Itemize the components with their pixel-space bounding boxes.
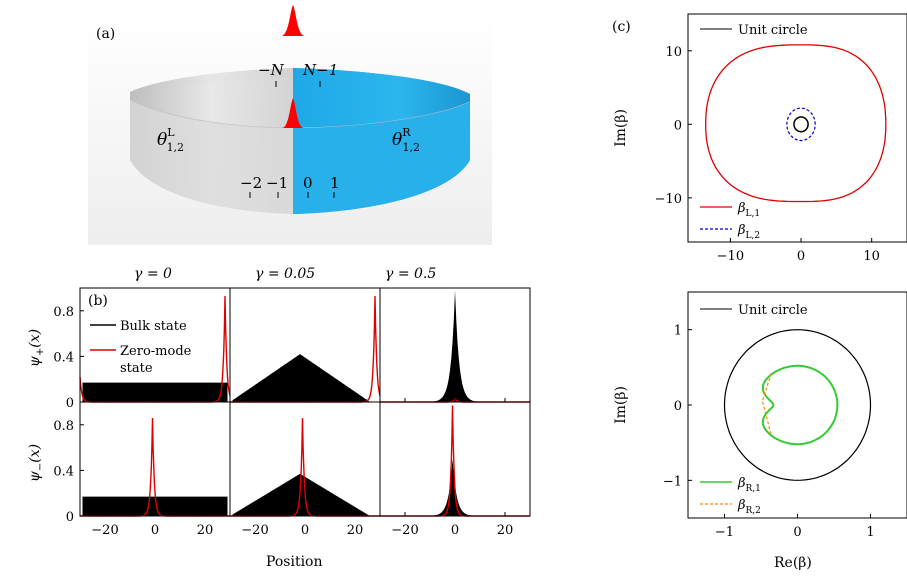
x-tick-label: −1 bbox=[715, 525, 734, 540]
psi-plus-ylabel: ψ+(x) bbox=[27, 329, 46, 367]
bottom-zero-mode-peak bbox=[282, 98, 304, 128]
x-tick-label: −10 bbox=[717, 249, 744, 264]
y-tick-label: 1 bbox=[674, 324, 682, 339]
x-tick-label: 20 bbox=[347, 523, 364, 538]
ring-front-left bbox=[130, 100, 293, 214]
beta-R2-curve bbox=[761, 373, 772, 436]
y-tick-label: 0.4 bbox=[53, 350, 74, 365]
legend-L1: βL,1 bbox=[737, 201, 760, 219]
x-tick-label: 1 bbox=[866, 525, 874, 540]
subplot-psi_minus-0: 0 0.4 0.8 −20 0 20 bbox=[53, 401, 231, 538]
beta-L1-curve bbox=[705, 44, 887, 203]
subplot-psi_minus-1: −20 0 20 bbox=[229, 401, 381, 538]
x-tick-label: 20 bbox=[197, 523, 214, 538]
bottom-site-ticks bbox=[249, 192, 335, 198]
c-bottom-xlabel: Re(β) bbox=[774, 555, 812, 571]
position-xlabel: Position bbox=[266, 554, 323, 570]
y-tick-label: −10 bbox=[655, 192, 682, 207]
beta-R1-curve bbox=[761, 364, 839, 446]
site-label-n-minus-1: N−1 bbox=[302, 61, 338, 79]
panel-b-label: (b) bbox=[88, 293, 108, 309]
legend-zero-label-2: state bbox=[120, 361, 153, 376]
x-tick-label: 0 bbox=[793, 525, 801, 540]
subplot-psi_minus-2: −20 0 20 bbox=[379, 401, 531, 538]
panel-b-plots: 0 0.4 0.8 0 0.4 0.8 −20 0 20 −20 0 20 −20 0 20 bbox=[53, 287, 531, 538]
theta-right-label: θR 1,2 bbox=[392, 126, 420, 154]
y-tick-label: 0 bbox=[66, 510, 74, 525]
site-label-minus-1: −1 bbox=[266, 174, 288, 192]
theta-left-label: θL 1,2 bbox=[157, 126, 184, 154]
legend-R2: βR,2 bbox=[737, 498, 761, 516]
legend-zero-label-1: Zero-mode bbox=[120, 344, 192, 359]
c-bottom-frame bbox=[687, 291, 907, 519]
legend-unit-circle-bottom: Unit circle bbox=[738, 303, 808, 318]
gamma-label-0: γ = 0 bbox=[134, 266, 172, 282]
y-tick-label: 0.8 bbox=[53, 305, 74, 320]
c-bottom-axes: −1 0 1 −1 0 1 bbox=[663, 291, 907, 540]
site-label-minus-2: −2 bbox=[240, 174, 262, 192]
gamma-label-2: γ = 0.5 bbox=[385, 266, 436, 282]
legend-unit-circle-top: Unit circle bbox=[738, 23, 808, 38]
bulk-state-fill bbox=[82, 496, 228, 516]
bulk-state-fill bbox=[382, 290, 528, 402]
x-tick-label: 20 bbox=[497, 523, 514, 538]
unit-circle-top bbox=[793, 116, 809, 133]
site-label-1: 1 bbox=[330, 174, 340, 192]
site-label-minus-n: −N bbox=[258, 61, 285, 79]
y-tick-label: 10 bbox=[665, 45, 682, 60]
y-tick-label: 0.4 bbox=[53, 464, 74, 479]
site-label-0: 0 bbox=[303, 174, 313, 192]
x-tick-label: 0 bbox=[301, 523, 309, 538]
subplot-psi_plus-2 bbox=[379, 287, 531, 403]
c-top-ylabel: Im(β) bbox=[613, 109, 629, 147]
y-tick-label: 0.8 bbox=[53, 419, 74, 434]
x-tick-label: 0 bbox=[151, 523, 159, 538]
x-tick-label: −20 bbox=[91, 523, 118, 538]
panel-a: (a) −N N−1 θL 1,2 θR 1,2 −2 −1 0 1 bbox=[88, 5, 492, 245]
ring-front-right bbox=[293, 102, 470, 214]
bulk-state-fill bbox=[82, 382, 228, 402]
panel-b: γ = 0 γ = 0.05 γ = 0.5 0 0.4 0.8 0 0.4 0.8 −20… bbox=[27, 266, 531, 570]
x-tick-label: 10 bbox=[863, 249, 880, 264]
bulk-state-fill bbox=[232, 354, 378, 402]
beta-L2-curve bbox=[786, 107, 816, 142]
subplot-psi_plus-1 bbox=[229, 287, 381, 403]
legend-L2: βL,2 bbox=[737, 223, 760, 241]
c-bottom-ylabel: Im(β) bbox=[613, 386, 629, 424]
x-tick-label: 0 bbox=[451, 523, 459, 538]
panel-c-label: (c) bbox=[612, 19, 631, 35]
gamma-label-1: γ = 0.05 bbox=[255, 266, 315, 282]
x-tick-label: −20 bbox=[391, 523, 418, 538]
c-top-frame bbox=[687, 13, 907, 243]
y-tick-label: 0 bbox=[66, 396, 74, 411]
panel-a-label: (a) bbox=[96, 26, 115, 42]
y-tick-label: 0 bbox=[674, 118, 682, 133]
y-tick-label: −1 bbox=[663, 474, 682, 489]
psi-minus-ylabel: ψ−(x) bbox=[27, 444, 46, 482]
top-zero-mode-peak bbox=[281, 5, 305, 36]
x-tick-label: 0 bbox=[797, 249, 805, 264]
y-tick-label: 0 bbox=[674, 399, 682, 414]
x-tick-label: −20 bbox=[241, 523, 268, 538]
unit-circle-bottom bbox=[723, 329, 872, 481]
c-top-axes: −10 0 10 −10 0 10 bbox=[655, 13, 907, 264]
legend-R1: βR,1 bbox=[737, 476, 761, 494]
legend-bulk-label: Bulk state bbox=[120, 319, 187, 334]
